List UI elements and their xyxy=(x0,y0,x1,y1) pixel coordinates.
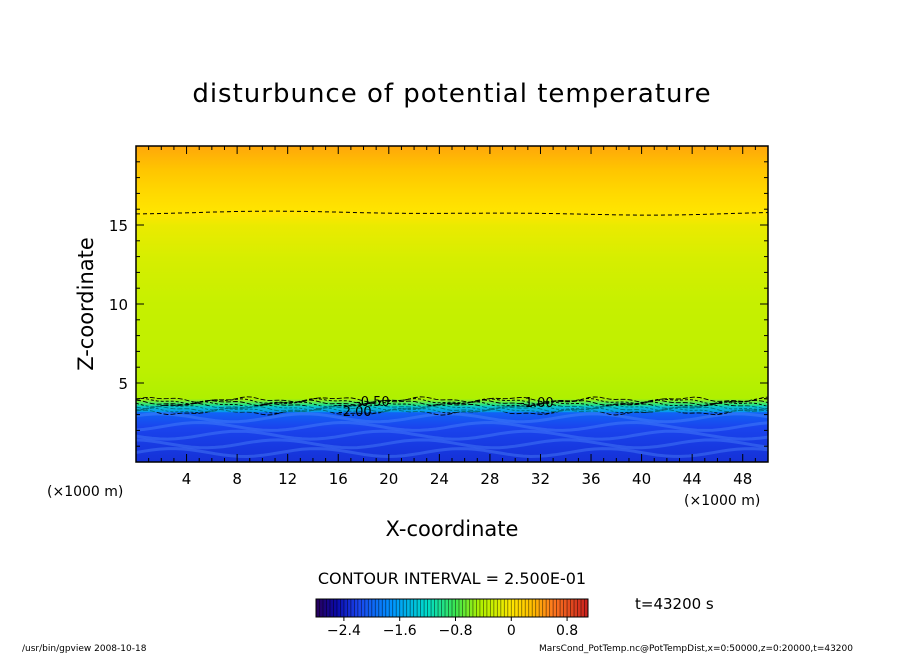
x-tick-label: 16 xyxy=(329,470,348,488)
cold-layer-wave xyxy=(136,438,768,450)
y-tick-label: 15 xyxy=(109,217,128,235)
x-tick-label: 8 xyxy=(232,470,242,488)
chart-title: disturbunce of potential temperature xyxy=(192,79,711,109)
y-axis-label: Z-coordinate xyxy=(74,237,98,371)
contour-interval: CONTOUR INTERVAL = 2.500E-01 xyxy=(318,569,586,588)
front-contour-line xyxy=(136,399,768,406)
colorbar-tick-label: −2.4 xyxy=(327,623,361,639)
time-label: t=43200 s xyxy=(635,595,714,613)
cold-layer-wave xyxy=(136,420,768,432)
zero-contour-line xyxy=(136,210,768,216)
x-tick-label: 32 xyxy=(531,470,550,488)
plot-area xyxy=(136,146,768,462)
x-tick-label: 28 xyxy=(480,470,499,488)
x-tick-label: 48 xyxy=(733,470,752,488)
cold-layer-wave xyxy=(136,447,768,459)
colorbar-separators xyxy=(315,599,589,617)
front-contour-line xyxy=(136,401,768,408)
x-tick-label: 4 xyxy=(182,470,192,488)
x-tick-label: 36 xyxy=(581,470,600,488)
cold-layer-wave xyxy=(136,429,768,441)
front-contours xyxy=(136,396,768,416)
contour-labels: -0.50 -2.00 -1.00 xyxy=(338,395,554,420)
y-axis: 5 10 15 xyxy=(109,161,768,447)
x-axis-label: X-coordinate xyxy=(386,517,519,541)
contour-label-b: -2.00 xyxy=(338,405,372,420)
contour-label-a: -0.50 xyxy=(356,395,390,410)
colorbar-tick-label: −0.8 xyxy=(438,623,472,639)
x-tick-label: 44 xyxy=(683,470,702,488)
colorbar-tick-label: −1.6 xyxy=(383,623,417,639)
y-tick-label: 10 xyxy=(109,296,128,314)
x-axis-unit-right: (×1000 m) xyxy=(684,493,760,509)
front-contour-line xyxy=(136,397,768,405)
y-tick-label: 5 xyxy=(118,375,128,393)
colorbar-tick-label: 0.8 xyxy=(556,623,578,639)
x-tick-label: 20 xyxy=(379,470,398,488)
colorbar-ticks: −2.4 −1.6 −0.8 0 0.8 xyxy=(327,617,578,639)
colorbar-frame xyxy=(315,598,589,618)
footer-right: MarsCond_PotTemp.nc@PotTempDist,x=0:5000… xyxy=(539,644,853,654)
footer-left: /usr/bin/gpview 2008-10-18 xyxy=(22,644,147,654)
x-tick-label: 12 xyxy=(278,470,297,488)
x-axis: 4 8 12 16 20 24 28 32 36 40 44 48 xyxy=(148,146,756,488)
x-tick-label: 40 xyxy=(632,470,651,488)
cold-layer-texture xyxy=(136,412,768,459)
front-band xyxy=(136,405,768,413)
x-axis-unit-left: (×1000 m) xyxy=(47,484,123,500)
contour-label-c: -1.00 xyxy=(520,396,554,411)
colorbar: −2.4 −1.6 −0.8 0 0.8 xyxy=(315,598,589,639)
colorbar-tick-label: 0 xyxy=(507,623,516,639)
x-tick-label: 24 xyxy=(430,470,449,488)
